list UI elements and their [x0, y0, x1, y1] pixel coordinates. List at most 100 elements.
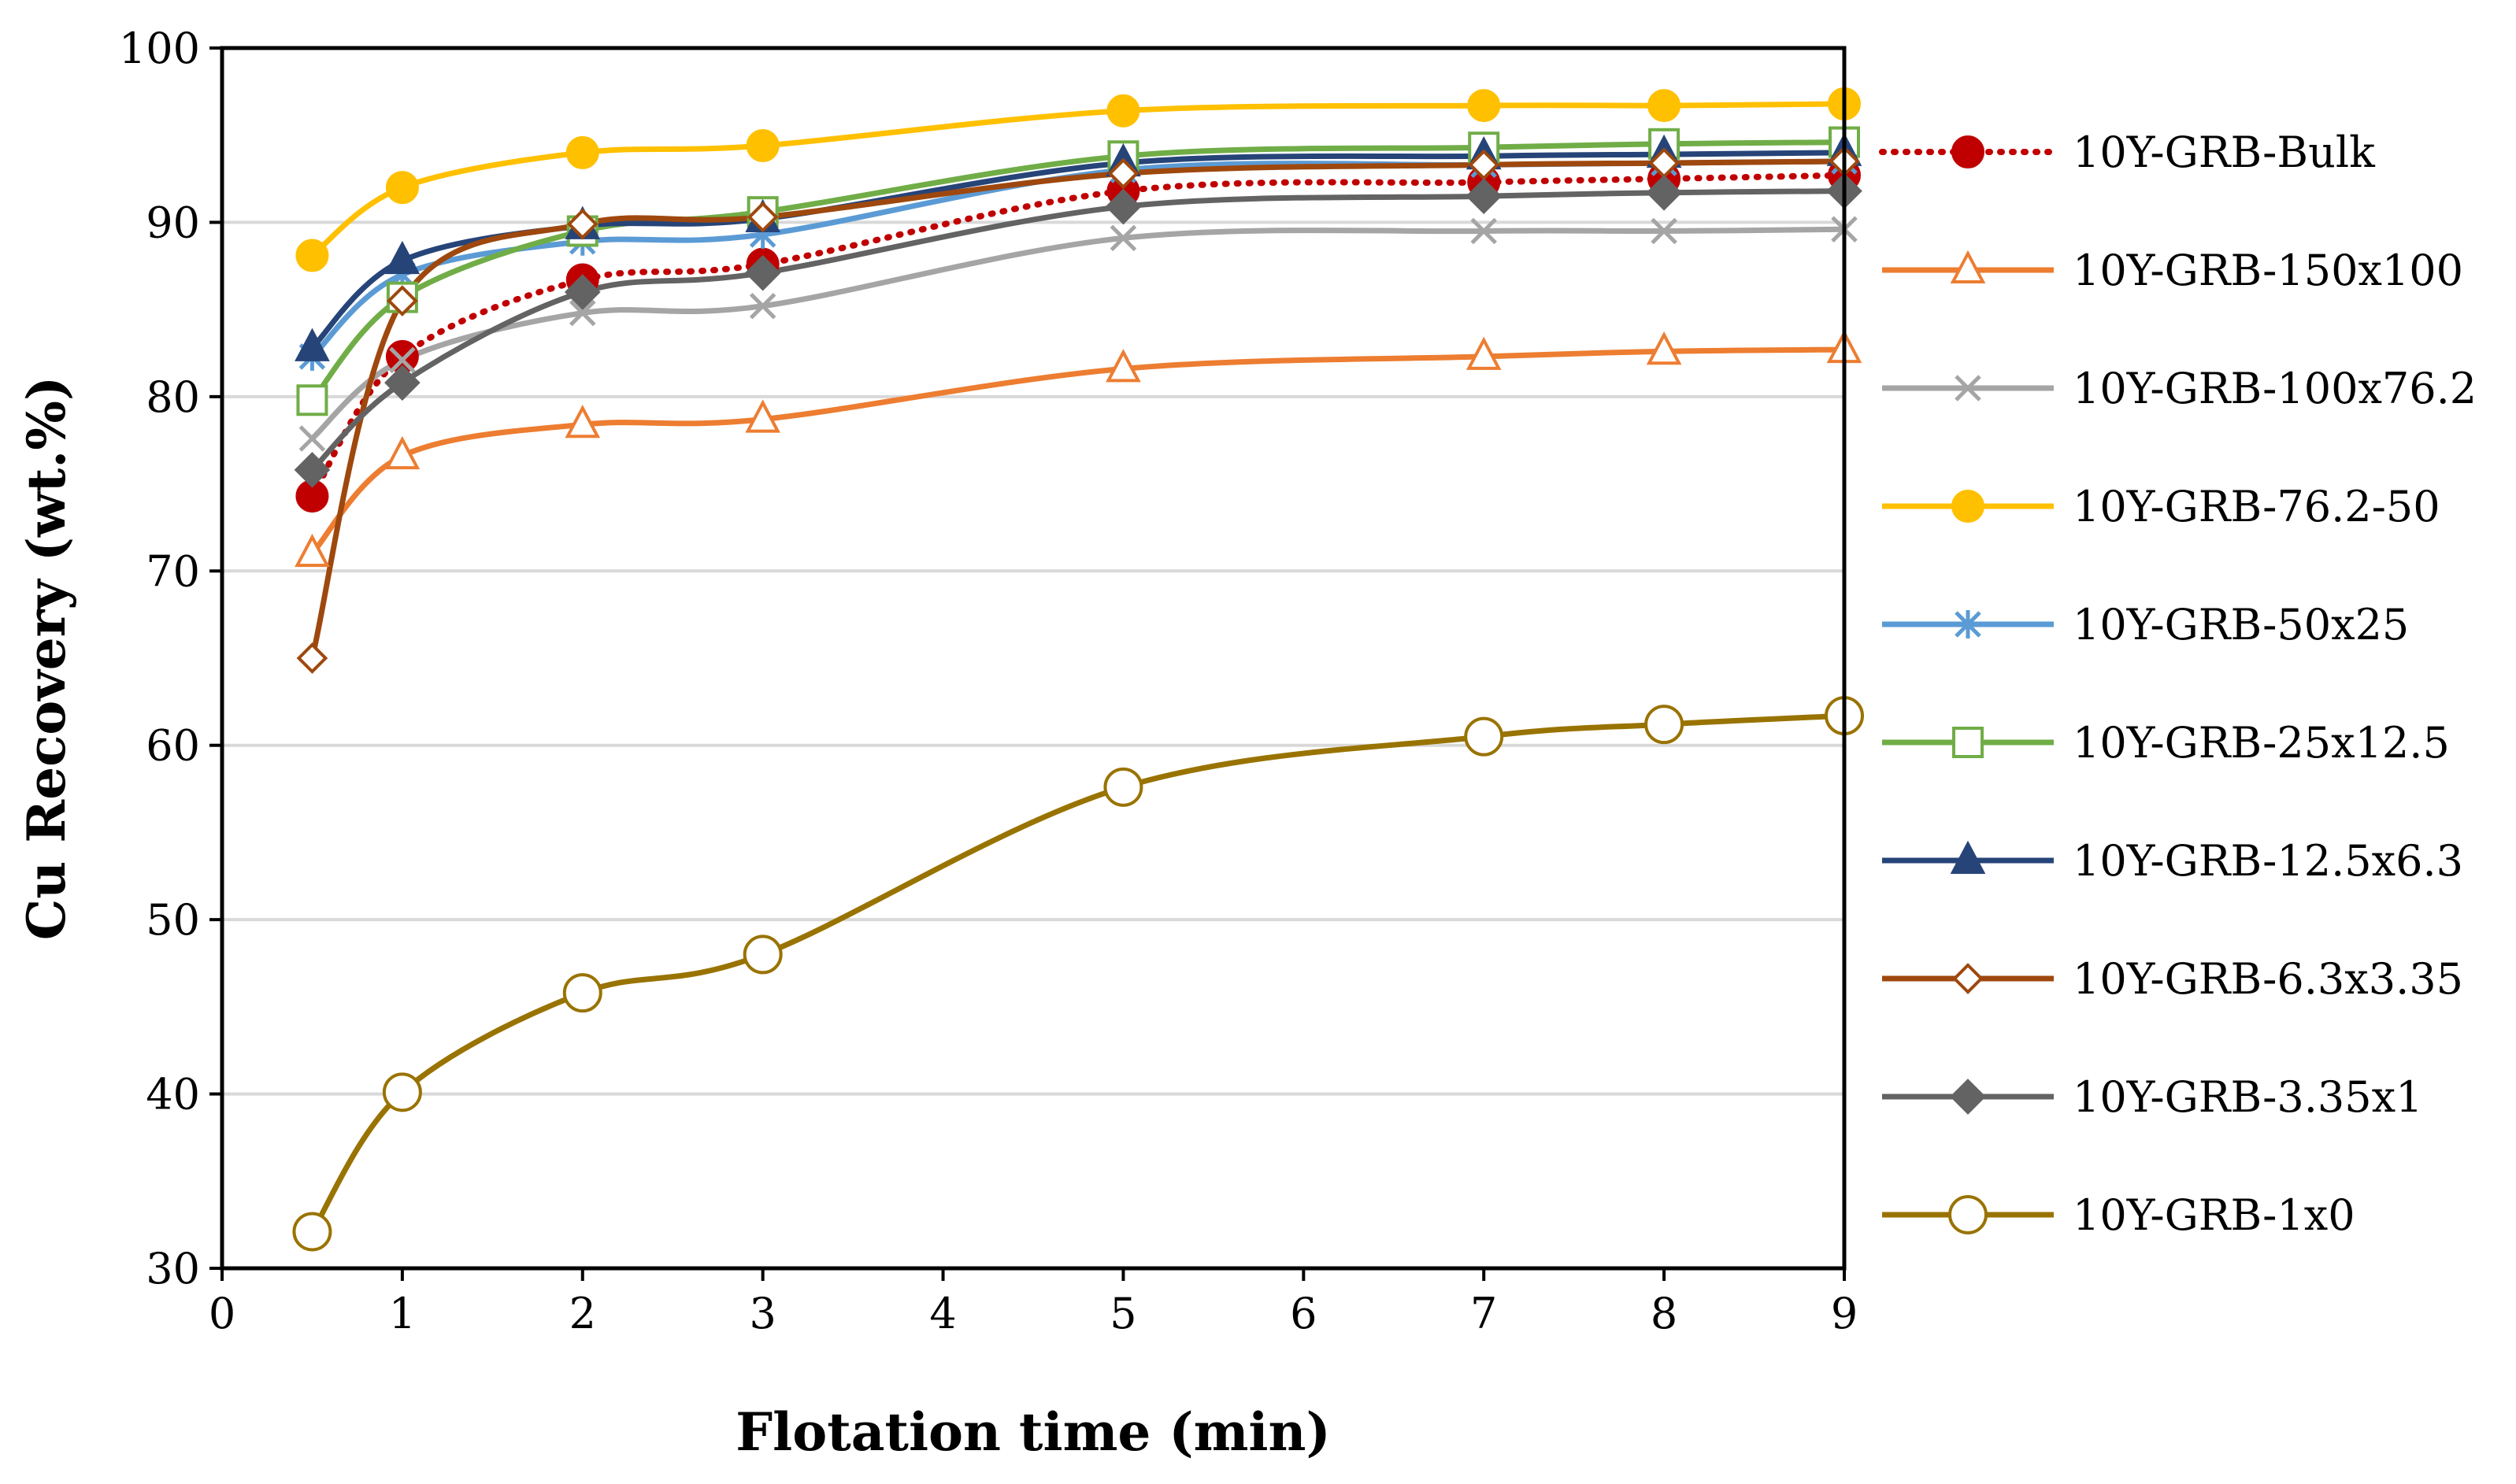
- y-tick-label: 50: [146, 895, 200, 945]
- y-tick-label: 90: [146, 198, 200, 247]
- data-point-10y-grb-3-35x1-4: [1105, 188, 1142, 225]
- series-markers-10y-grb-50x25: [298, 146, 1858, 371]
- x-tick-label: 9: [1831, 1289, 1858, 1338]
- y-axis-ticks: 30 40 50 60 70 80 90 100: [119, 24, 222, 1293]
- y-tick-label: 100: [119, 24, 200, 73]
- legend-entry-10y-grb-50x25: 10Y-GRB-50x25: [1882, 600, 2409, 649]
- data-point-10y-grb-100x76-2-2: [569, 299, 596, 327]
- data-point-10y-grb-1x0-6: [1644, 705, 1684, 745]
- x-axis-ticks: 0 1 2 3 4 5 6 7 8 9: [209, 1268, 1858, 1338]
- series-line-10y-grb-12-5x6-3: [309, 150, 1845, 350]
- legend-swatch-marker: [1951, 490, 1984, 523]
- series-line-10y-grb-6-3x3-35: [309, 158, 1845, 659]
- data-point-10y-grb-6-3x3-35-3: [747, 201, 779, 233]
- data-point-10y-grb-76-2-50-3: [746, 129, 780, 162]
- legend-label: 10Y-GRB-25x12.5: [2073, 718, 2450, 768]
- legend-entry-10y-grb-150x100: 10Y-GRB-150x100: [1882, 246, 2463, 295]
- legend-swatch-marker: [1948, 1195, 1988, 1234]
- data-point-10y-grb-3-35x1-5: [1466, 178, 1503, 215]
- x-tick-label: 4: [929, 1289, 956, 1338]
- legend-label: 10Y-GRB-150x100: [2073, 246, 2463, 295]
- data-point-10y-grb-1x0-3: [743, 934, 783, 975]
- series-line-10y-grb-1x0: [309, 712, 1845, 1234]
- series-markers-10y-grb-76-2-50: [295, 87, 1861, 272]
- data-point-10y-grb-1x0-5: [1464, 716, 1504, 757]
- data-point-10y-grb-76-2-50-2: [565, 135, 599, 169]
- series-line-10y-grb-bulk: [309, 172, 1847, 500]
- data-point-10y-grb-3-35x1-2: [564, 274, 601, 310]
- x-tick-label: 6: [1290, 1289, 1317, 1338]
- series-markers-10y-grb-150x100: [295, 329, 1862, 568]
- y-tick-label: 80: [146, 372, 200, 422]
- legend-label: 10Y-GRB-3.35x1: [2073, 1072, 2422, 1122]
- data-point-10y-grb-150x100-4: [1106, 349, 1141, 383]
- legend-swatch-marker: [1950, 250, 1986, 283]
- legend-entry-10y-grb-bulk: 10Y-GRB-Bulk: [1879, 128, 2376, 177]
- data-point-10y-grb-3-35x1-0: [294, 452, 331, 488]
- data-point-10y-grb-100x76-2-1: [389, 346, 416, 374]
- y-tick-label: 30: [146, 1244, 200, 1293]
- series-line-10y-grb-25x12-5: [309, 139, 1845, 402]
- legend-swatch-marker: [1955, 610, 1981, 638]
- data-point-10y-grb-76-2-50-4: [1106, 94, 1140, 128]
- legend-entry-10y-grb-76-2-50: 10Y-GRB-76.2-50: [1882, 482, 2440, 531]
- legend-label: 10Y-GRB-100x76.2: [2073, 364, 2477, 413]
- data-point-10y-grb-1x0-0: [292, 1212, 332, 1252]
- data-point-10y-grb-76-2-50-0: [295, 239, 329, 272]
- y-axis-title: Cu Recovery (wt.%): [16, 376, 77, 940]
- x-tick-label: 1: [389, 1289, 416, 1338]
- data-point-10y-grb-3-35x1-3: [744, 254, 781, 291]
- data-point-10y-grb-3-35x1-6: [1646, 174, 1682, 211]
- data-point-10y-grb-100x76-2-4: [1110, 224, 1137, 252]
- series-markers-10y-grb-6-3x3-35: [296, 146, 1860, 674]
- legend-label: 10Y-GRB-Bulk: [2073, 128, 2376, 177]
- series-line-10y-grb-3-35x1: [309, 188, 1845, 472]
- data-point-10y-grb-25x12-5-0: [296, 384, 328, 416]
- legend-swatch-marker: [1950, 1079, 1986, 1115]
- data-point-10y-grb-100x76-2-6: [1651, 217, 1677, 245]
- data-point-10y-grb-76-2-50-6: [1647, 89, 1681, 123]
- data-point-10y-grb-150x100-5: [1466, 336, 1502, 370]
- legend-entry-10y-grb-3-35x1: 10Y-GRB-3.35x1: [1882, 1072, 2422, 1122]
- data-point-10y-grb-6-3x3-35-1: [387, 285, 418, 316]
- legend-label: 10Y-GRB-6.3x3.35: [2073, 954, 2463, 1004]
- data-point-10y-grb-150x100-6: [1646, 331, 1682, 365]
- x-tick-label: 2: [569, 1289, 596, 1338]
- legend-entry-10y-grb-1x0: 10Y-GRB-1x0: [1882, 1190, 2355, 1240]
- legend-entry-10y-grb-12-5x6-3: 10Y-GRB-12.5x6.3: [1882, 836, 2463, 886]
- data-point-10y-grb-3-35x1-1: [384, 365, 421, 401]
- y-tick-label: 60: [146, 721, 200, 771]
- legend-label: 10Y-GRB-76.2-50: [2073, 482, 2440, 531]
- series-lines: [309, 101, 1847, 1234]
- data-point-10y-grb-100x76-2-0: [298, 425, 326, 452]
- data-point-10y-grb-6-3x3-35-2: [566, 208, 598, 240]
- legend-entry-10y-grb-25x12-5: 10Y-GRB-25x12.5: [1882, 718, 2450, 768]
- x-tick-label: 3: [749, 1289, 776, 1338]
- series-line-10y-grb-100x76-2: [310, 226, 1845, 441]
- x-axis-title: Flotation time (min): [736, 1401, 1330, 1463]
- data-point-10y-grb-150x100-0: [295, 533, 330, 568]
- data-point-10y-grb-150x100-2: [565, 405, 601, 439]
- legend-swatch-marker: [1950, 840, 1986, 874]
- legend-label: 10Y-GRB-12.5x6.3: [2073, 836, 2463, 886]
- data-point-10y-grb-76-2-50-1: [385, 171, 419, 205]
- data-point-10y-grb-150x100-3: [745, 399, 780, 433]
- series-line-10y-grb-76-2-50: [310, 101, 1845, 258]
- series-markers-10y-grb-100x76-2: [298, 216, 1858, 452]
- data-point-10y-grb-1x0-2: [562, 973, 602, 1013]
- x-tick-label: 5: [1110, 1289, 1136, 1338]
- series-markers-10y-grb-3-35x1: [294, 172, 1862, 488]
- series-markers: [292, 87, 1864, 1252]
- data-point-10y-grb-6-3x3-35-4: [1107, 157, 1139, 190]
- y-tick-label: 70: [146, 546, 200, 596]
- legend: 10Y-GRB-Bulk 10Y-GRB-150x100 10Y-GRB-100x7…: [1879, 128, 2477, 1240]
- y-tick-label: 40: [146, 1070, 200, 1119]
- legend-swatch-marker: [1952, 963, 1984, 994]
- legend-entry-10y-grb-6-3x3-35: 10Y-GRB-6.3x3.35: [1882, 954, 2463, 1004]
- series-line-10y-grb-150x100: [309, 346, 1845, 556]
- data-point-10y-grb-1x0-1: [382, 1072, 422, 1112]
- x-tick-label: 7: [1470, 1289, 1497, 1338]
- data-point-10y-grb-100x76-2-5: [1470, 217, 1497, 245]
- data-point-10y-grb-12-5x6-3-0: [295, 328, 330, 361]
